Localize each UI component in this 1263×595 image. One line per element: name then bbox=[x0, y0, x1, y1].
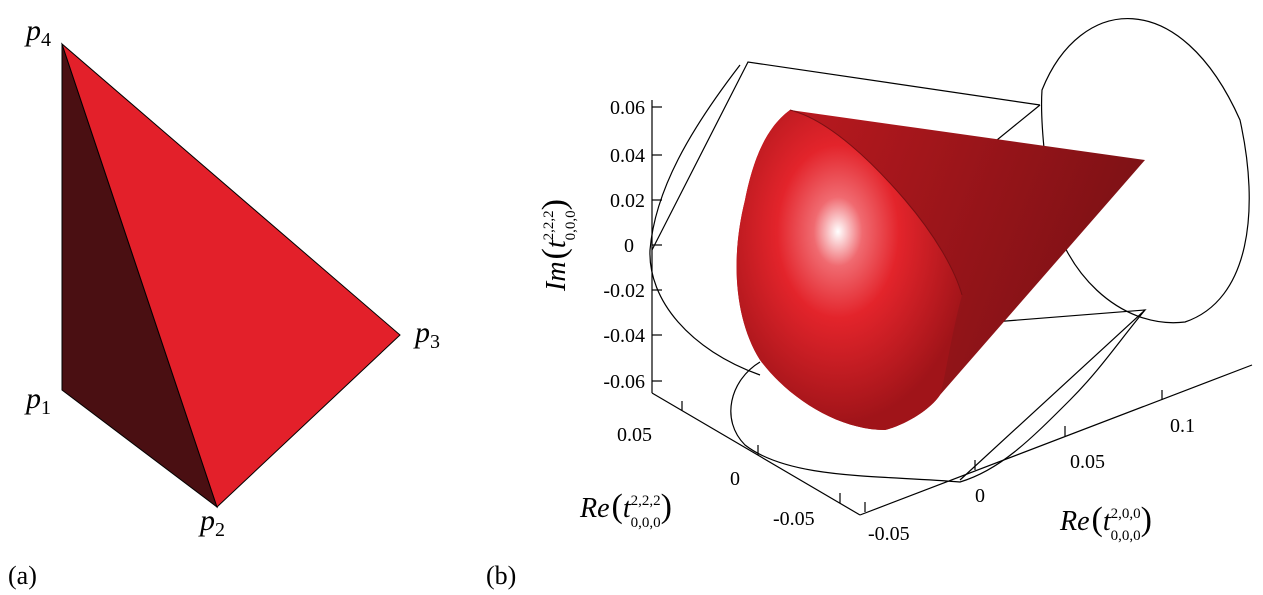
x-axis-line bbox=[651, 392, 861, 516]
cone-opening-interior bbox=[736, 110, 962, 430]
x-tick-label: 0.05 bbox=[617, 424, 652, 446]
z-tick-label: 0.02 bbox=[610, 190, 645, 212]
y-tick-label: 0.1 bbox=[1170, 415, 1195, 437]
z-tick-label: -0.02 bbox=[603, 280, 645, 302]
z-axis-label: Im(t2,2,2 0,0,0) bbox=[536, 199, 579, 292]
z-tick-label: 0 bbox=[624, 235, 634, 257]
y-tick-label: 0 bbox=[975, 485, 985, 507]
y-axis-label: Re(t2,0,0 0,0,0) bbox=[1059, 501, 1152, 544]
projection-parabola-left bbox=[649, 64, 761, 376]
vertex-label-p3: p3 bbox=[413, 316, 440, 353]
panel-b-cone bbox=[736, 109, 1145, 430]
tetrahedron-front-face bbox=[60, 42, 401, 508]
panel-b-caption: (b) bbox=[486, 561, 516, 590]
x-tick-label: -0.05 bbox=[773, 508, 815, 530]
vertex-label-p2: p2 bbox=[198, 504, 225, 541]
vertex-label-p4: p4 bbox=[24, 14, 51, 51]
z-axis-ticks bbox=[652, 106, 662, 382]
svg-text:Im(t2,2,20,0,0): Im(t2,2,2 0,0,0) bbox=[536, 199, 579, 292]
panel-a-caption: (a) bbox=[8, 561, 37, 590]
z-tick-label: -0.04 bbox=[603, 325, 645, 347]
x-axis-ticks bbox=[681, 401, 841, 503]
projection-floor bbox=[730, 309, 1146, 483]
y-axis-ticks bbox=[864, 390, 1163, 512]
z-tick-label: -0.06 bbox=[603, 371, 645, 393]
box-back-edge bbox=[651, 61, 1041, 251]
y-tick-label: 0.05 bbox=[1070, 451, 1105, 473]
y-tick-label: -0.05 bbox=[868, 523, 910, 545]
y-axis-line bbox=[859, 364, 1253, 516]
panel-a-tetrahedron bbox=[60, 42, 401, 509]
x-axis-label: Re(t2,2,2 0,0,0) bbox=[579, 488, 672, 531]
z-tick-label: 0.06 bbox=[610, 97, 645, 119]
y-axis-tick-labels: -0.05 0 0.05 0.1 bbox=[868, 415, 1195, 545]
z-tick-label: 0.04 bbox=[610, 145, 645, 167]
z-axis-tick-labels: 0.06 0.04 0.02 0 -0.02 -0.04 -0.06 bbox=[603, 97, 645, 393]
x-tick-label: 0 bbox=[730, 468, 740, 490]
cone-rim-edge bbox=[789, 109, 963, 296]
x-axis-tick-labels: 0.05 0 -0.05 bbox=[617, 424, 815, 530]
vertex-label-p1: p1 bbox=[24, 382, 51, 419]
